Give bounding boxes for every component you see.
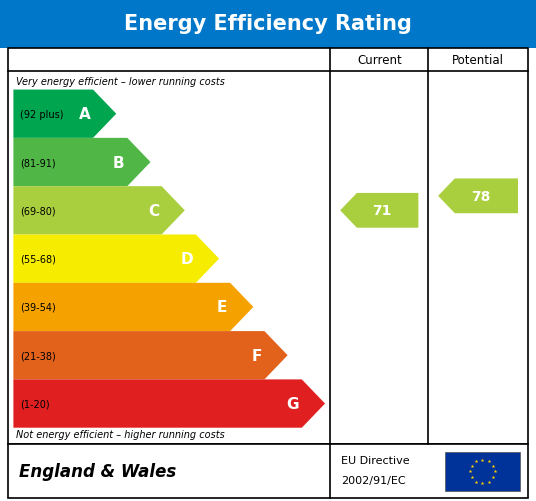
Text: E: E	[217, 300, 227, 315]
Text: G: G	[287, 396, 299, 411]
Bar	[0, 0, 536, 49]
Text: D: D	[181, 252, 193, 267]
Text: Not energy efficient – higher running costs: Not energy efficient – higher running co…	[16, 429, 225, 439]
Bar	[445, 452, 520, 491]
Text: 2002/91/EC: 2002/91/EC	[341, 475, 406, 485]
Text: (39-54): (39-54)	[20, 302, 56, 312]
Text: B: B	[113, 155, 125, 170]
Polygon shape	[13, 235, 219, 283]
Text: (55-68): (55-68)	[20, 254, 56, 264]
Text: 78: 78	[471, 189, 490, 203]
Text: C: C	[148, 203, 159, 218]
Polygon shape	[13, 332, 288, 380]
Polygon shape	[438, 179, 518, 214]
Polygon shape	[13, 187, 185, 235]
Polygon shape	[13, 283, 254, 332]
Text: (69-80): (69-80)	[20, 206, 55, 216]
Text: Energy Efficiency Rating: Energy Efficiency Rating	[124, 15, 412, 34]
Bar	[8, 444, 528, 498]
Text: Very energy efficient – lower running costs: Very energy efficient – lower running co…	[16, 77, 225, 87]
Bar	[8, 49, 528, 444]
Text: England & Wales: England & Wales	[19, 462, 176, 480]
Text: 71: 71	[372, 204, 391, 218]
Text: Current: Current	[357, 54, 401, 67]
Text: (81-91): (81-91)	[20, 158, 55, 168]
Text: EU Directive: EU Directive	[341, 455, 410, 465]
Polygon shape	[13, 90, 116, 139]
Text: A: A	[79, 107, 91, 122]
Text: Potential: Potential	[452, 54, 504, 67]
Text: F: F	[251, 348, 262, 363]
Text: (21-38): (21-38)	[20, 351, 56, 361]
Text: (92 plus): (92 plus)	[20, 110, 63, 119]
Polygon shape	[13, 380, 325, 428]
Polygon shape	[340, 193, 419, 228]
Polygon shape	[13, 139, 151, 187]
Text: (1-20): (1-20)	[20, 399, 49, 409]
